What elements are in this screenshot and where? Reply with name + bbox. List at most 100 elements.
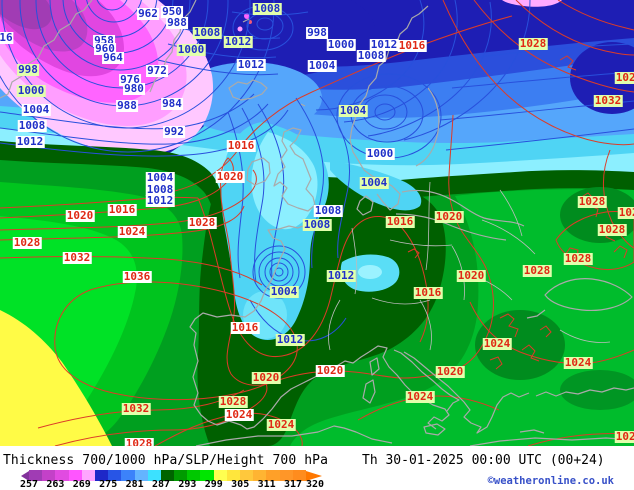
isobar-label: 1004 [269,285,299,298]
isobar-label: 1028 [522,264,552,277]
isobar-label: 1020 [251,371,281,384]
isobar-label: 1004 [359,176,389,189]
scale-segment [42,470,56,481]
isobar-label: 1012 [275,333,305,346]
scale-segment [134,470,148,481]
isobar-labels: 16 998 1000 1004 1008 1012 958 960 964 962 950 988 1… [0,2,634,446]
scale-value: 263 [46,479,65,490]
scale-value: 299 [204,479,223,490]
isobar-label: 1000 [326,38,356,51]
isobar-label: 998 [17,63,39,76]
isobar-label: 1016 [230,321,260,334]
isobar-label: 1008 [356,49,386,62]
isobar-label: 1028 [597,223,627,236]
isobar-label: 1020 [434,210,464,223]
isobar-label: 1004 [338,104,368,117]
isobar-label: 950 [161,5,183,18]
isobar-label: 1028 [187,216,217,229]
isobar-label: 1032 [62,251,92,264]
isobar-label: 1024 [405,390,435,403]
copyright-link[interactable]: ©weatheronline.co.uk [487,475,614,487]
isobar-label: 1016 [226,139,256,152]
chart-title: Thickness 700/1000 hPa/SLP/Height 700 hP… [3,453,328,468]
isobar-label: 1020 [456,269,486,282]
isobar-label: 984 [161,97,183,110]
scale-segment [266,470,280,481]
caption-bar: Thickness 700/1000 hPa/SLP/Height 700 hP… [0,446,634,490]
isobar-label: 1028 [124,438,154,446]
color-scale-bar [21,470,322,481]
scale-segment [147,470,161,481]
coastlines [0,0,634,446]
scale-segment [55,470,69,481]
isobar-label: 1032 [121,402,151,415]
scale-value: 281 [125,479,144,490]
isobar-label: 1000 [365,147,395,160]
scale-segment [29,470,43,481]
scale-value: 257 [19,479,39,490]
scale-segment [160,470,175,481]
isobar-label: 1012 [326,269,356,282]
isobar-label: 972 [146,64,168,77]
isobar-label: 1004 [21,103,51,116]
scale-value: 293 [178,479,197,490]
isobar-label: 1004 [307,59,337,72]
scale-arrow-right [305,470,322,481]
isobar-label: 1016 [397,39,427,52]
isobar-label: 980 [123,82,145,95]
isobar-label: 1024 [117,225,147,238]
isobar-label: 1028 [563,252,593,265]
scale-segment [121,470,135,481]
isobar-label: 1008 [17,119,47,132]
scale-value: 320 [305,479,325,490]
isobar-label: 1028 [617,207,634,219]
isobar-label: 1000 [16,84,46,97]
isobar-label: 1028 [577,195,607,208]
isobar-label: 1008 [252,2,282,15]
isobar-label: 1000 [176,43,206,56]
scale-value: 287 [151,479,171,490]
scale-segment [253,470,267,481]
isobar-label: 1024 [563,356,593,369]
isobar-label: 1016 [385,215,415,228]
scale-value: 305 [231,479,250,490]
isobar-label: 1012 [236,58,266,71]
isobars-low-pressure [0,0,634,342]
isobar-label: 1016 [413,286,443,299]
isobar-label: 1020 [435,365,465,378]
isobar-label: 1028 [518,37,548,50]
scale-arrow-left [21,470,29,481]
isobar-label: 1004 [145,171,175,184]
chart-datetime: Th 30-01-2025 00:00 UTC (00+24) [362,453,605,468]
scale-segment [200,470,214,481]
isobar-label: 992 [163,125,185,138]
isobar-label: 988 [166,16,188,29]
isobar-label: 1020 [614,431,634,443]
isobar-label: 1012 [15,135,45,148]
isobar-label: 1008 [145,183,175,196]
isobar-label: 1024 [224,408,254,421]
europe-weather-map: 16 998 1000 1004 1008 1012 958 960 964 962 950 988 1… [0,0,634,446]
scale-segment [213,470,227,481]
isobar-label: 1008 [313,204,343,217]
isobar-label: 1020 [215,170,245,183]
scale-segment [174,470,188,481]
isobar-label: 998 [306,26,328,39]
isobar-label: 1024 [266,418,296,431]
scale-segment [108,470,122,481]
scale-value: 311 [257,479,276,490]
isobar-label: 1008 [192,26,222,39]
isobar-label: 988 [116,99,138,112]
isobar-label: 962 [137,7,159,20]
scale-segment [68,470,82,481]
scale-value: 269 [72,479,91,490]
isobar-label: 1016 [107,203,137,216]
scale-value: 275 [99,479,118,490]
isobar-label: 1032 [593,94,623,107]
scale-segment [226,470,240,481]
isobar-label: 1024 [482,337,512,350]
scale-segment [187,470,201,481]
isobar-label: 1020 [65,209,95,222]
isobar-label: 964 [102,51,124,64]
